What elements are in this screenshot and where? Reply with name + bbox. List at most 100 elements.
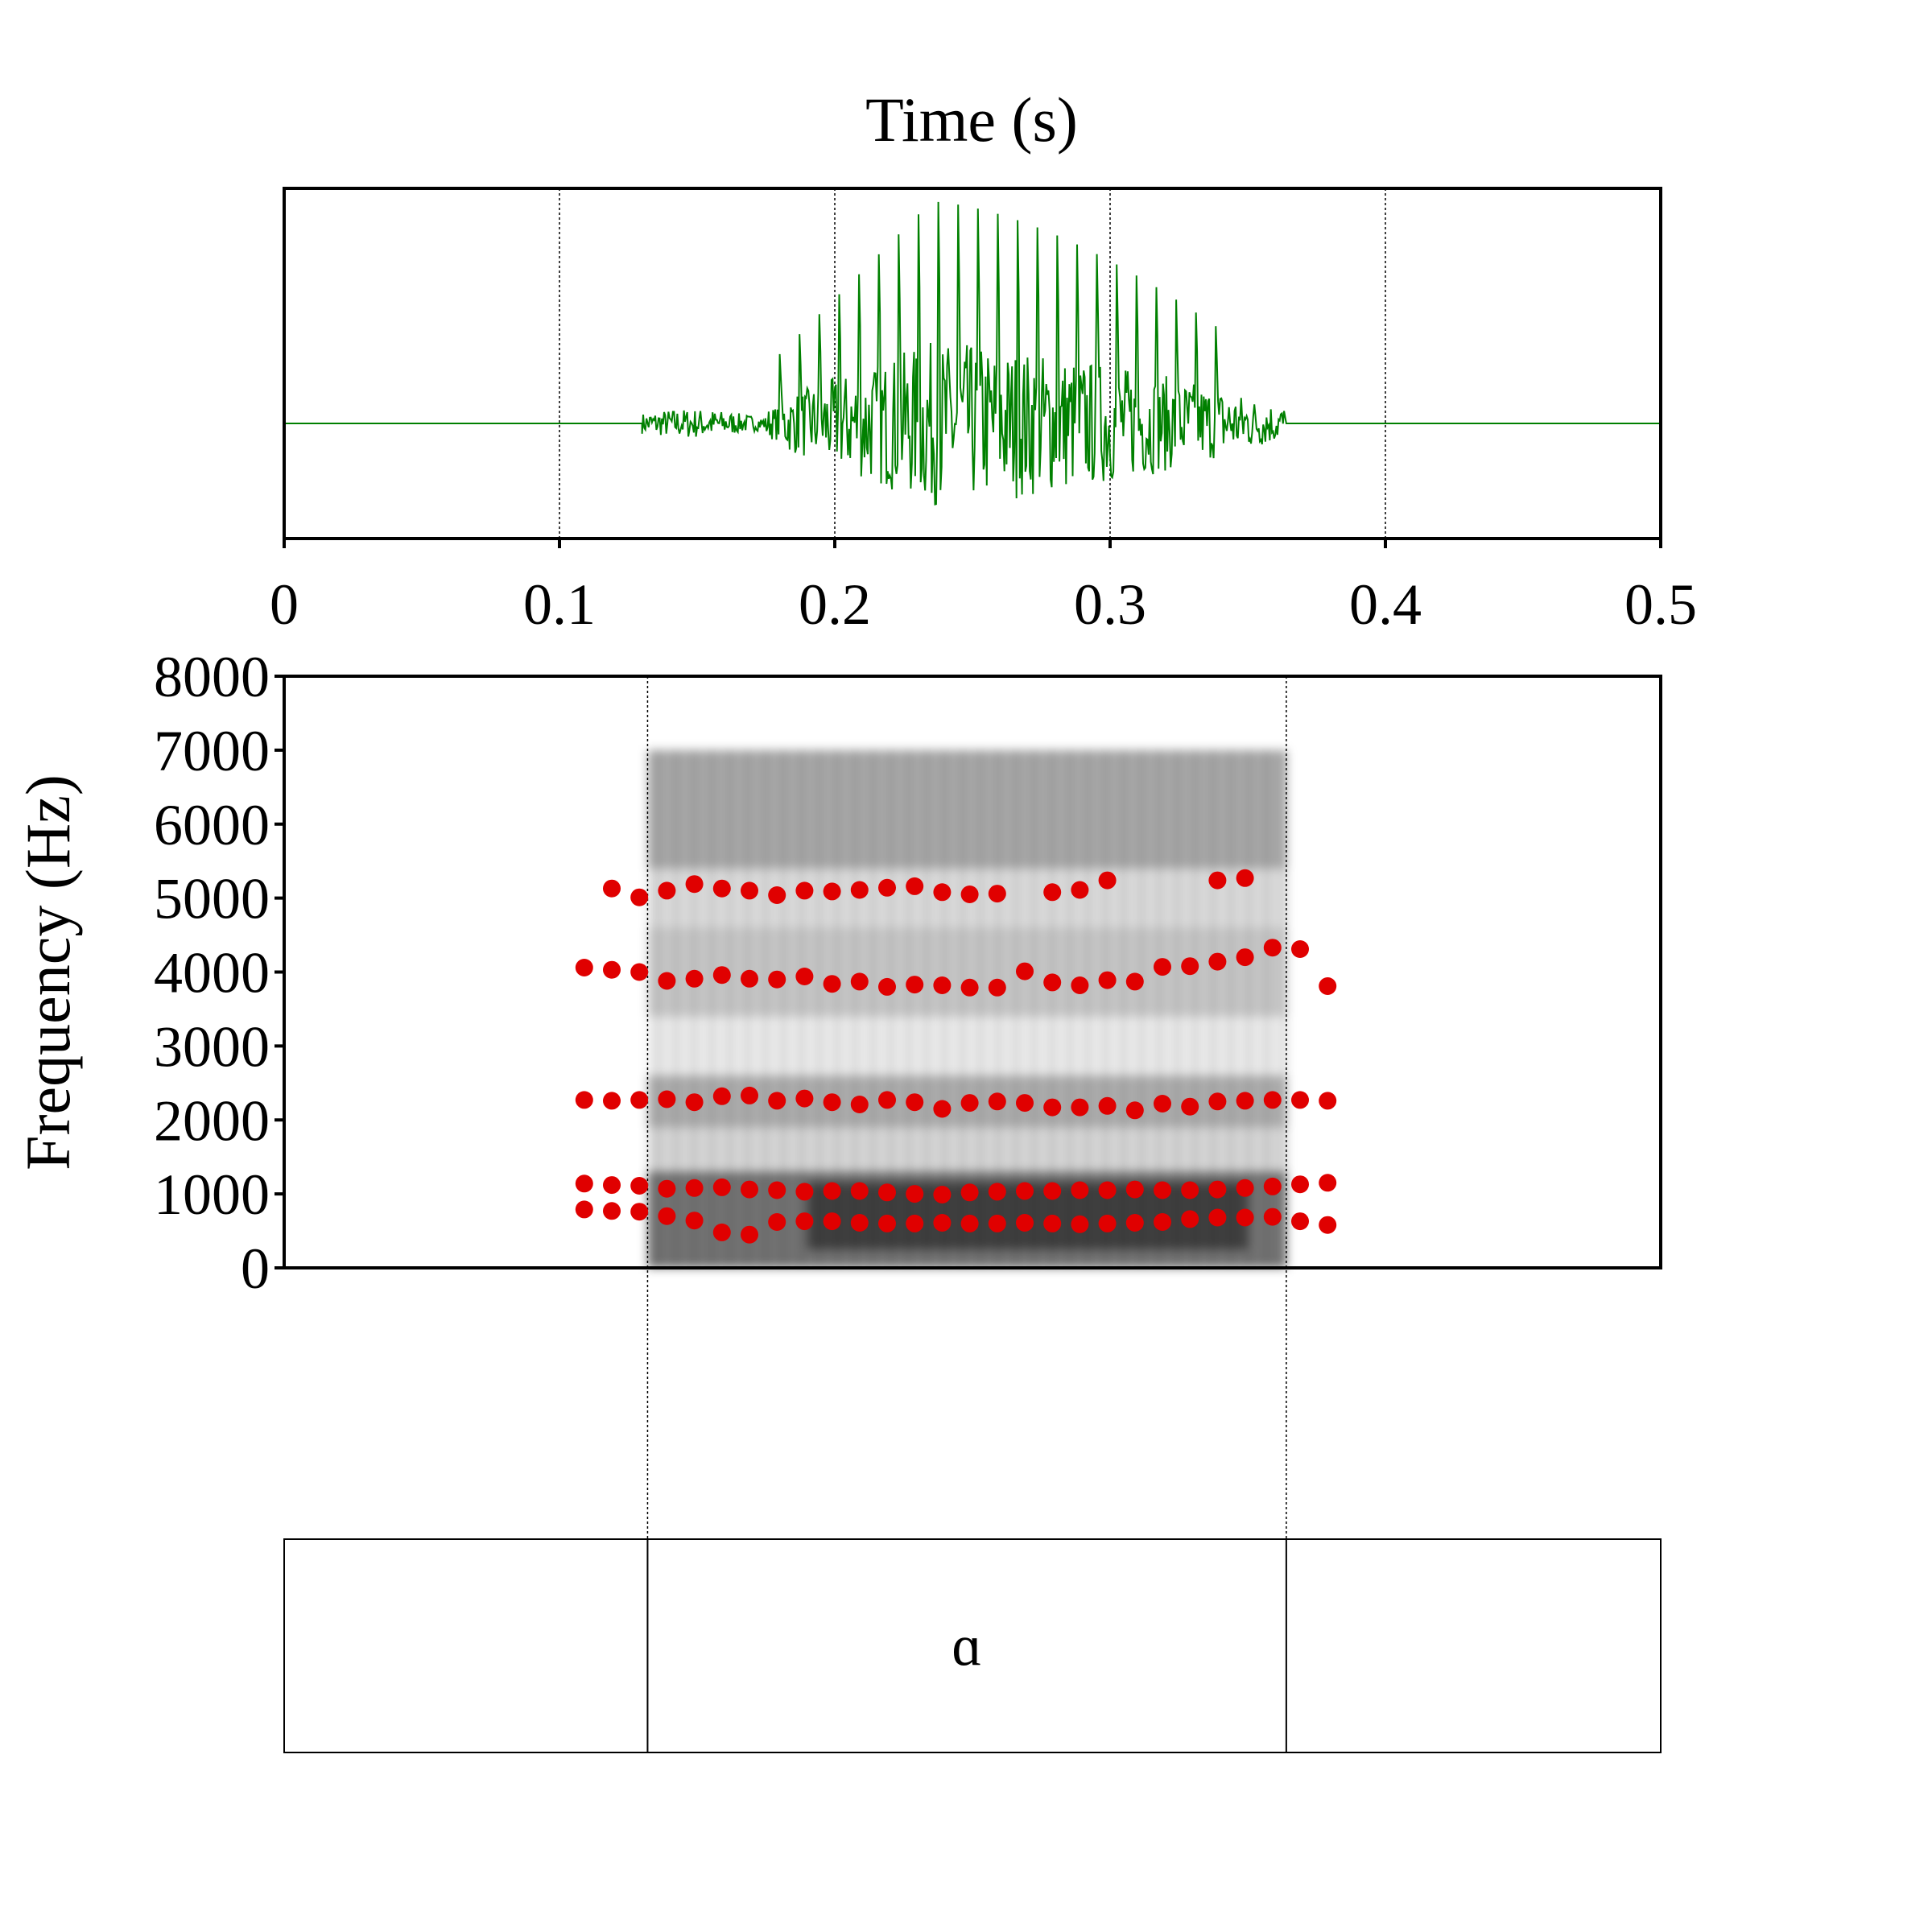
- shade-striation: [655, 749, 661, 1268]
- formant-point-f1: [960, 1214, 979, 1232]
- formant-point-f1: [1208, 1208, 1227, 1227]
- shade-striation: [977, 749, 983, 1268]
- shade-high-band: [647, 749, 1286, 869]
- formant-point-f1: [575, 1200, 593, 1219]
- formant-point-f1: [1263, 1208, 1282, 1226]
- formant-point-f1: [768, 1213, 786, 1231]
- formant-point-f4: [1043, 973, 1062, 992]
- waveform-panel: Time (s) 0 0.1 0.2 0.3 0.4 0.5: [270, 85, 1697, 637]
- shade-striation: [960, 749, 965, 1268]
- formant-point-f3: [933, 1100, 952, 1118]
- formant-point-f3: [906, 1093, 924, 1112]
- formant-point-f2: [575, 1174, 593, 1193]
- shade-mid-band: [647, 1127, 1286, 1172]
- shade-striation: [1174, 749, 1180, 1268]
- formant-point-f2: [795, 1183, 814, 1201]
- formant-point-f5: [823, 882, 841, 901]
- formant-point-f2: [1263, 1177, 1282, 1195]
- formant-point-f4: [1125, 972, 1144, 991]
- formant-point-f4: [1181, 957, 1199, 976]
- formant-point-f5: [712, 879, 731, 898]
- formant-point-f3: [1208, 1092, 1227, 1111]
- shade-striation: [799, 749, 804, 1268]
- waveform-gridlines: [559, 188, 1386, 539]
- shade-striation: [1138, 749, 1144, 1268]
- formant-point-f1: [1181, 1210, 1199, 1228]
- formant-point-f3: [1154, 1095, 1171, 1113]
- formant-point-f1: [685, 1212, 704, 1230]
- formant-point-f2: [988, 1183, 1006, 1201]
- shade-striation: [1282, 749, 1287, 1268]
- formant-point-f2: [1098, 1181, 1117, 1199]
- formant-point-f1: [630, 1203, 649, 1221]
- formant-point-f4: [988, 978, 1006, 997]
- formant-point-f1: [658, 1207, 676, 1225]
- formant-point-f1: [1043, 1214, 1062, 1232]
- formant-point-f3: [988, 1092, 1006, 1111]
- formant-point-f4: [685, 969, 704, 988]
- shade-striation: [924, 749, 930, 1268]
- spectrogram-panel: 0 1000 2000 3000 4000 5000 6000 7000 8000 Freque…: [13, 645, 1662, 1539]
- formant-point-f1: [1125, 1214, 1144, 1232]
- formant-point-f3: [741, 1086, 758, 1104]
- y-tick-label: 0: [241, 1236, 270, 1301]
- shade-striation: [996, 749, 1001, 1268]
- formant-point-f5: [988, 885, 1006, 903]
- formant-point-f3: [1263, 1091, 1282, 1109]
- formant-point-f1: [823, 1212, 841, 1231]
- waveform-frame: [283, 187, 1662, 540]
- formant-point-f1: [878, 1214, 896, 1232]
- shade-striation: [1228, 749, 1234, 1268]
- shade-striation: [942, 749, 947, 1268]
- formant-point-f5: [906, 877, 924, 895]
- formant-point-f2: [1071, 1181, 1089, 1199]
- shade-striation: [1264, 749, 1269, 1268]
- shade-striation: [1049, 749, 1055, 1268]
- formant-point-f2: [1125, 1180, 1144, 1199]
- formant-point-f1: [933, 1214, 952, 1232]
- shade-striation: [1246, 749, 1252, 1268]
- formant-point-f2: [906, 1185, 924, 1203]
- x-tick-label: 0.4: [1349, 572, 1422, 637]
- formant-point-f4: [603, 960, 621, 979]
- formant-point-f4: [575, 959, 593, 976]
- formant-point-f5: [960, 886, 979, 903]
- formant-point-f4: [823, 975, 841, 993]
- formant-point-f4: [1016, 962, 1034, 980]
- formant-point-f3: [823, 1093, 841, 1112]
- formant-point-f2: [741, 1180, 758, 1199]
- formant-point-f4: [878, 977, 896, 996]
- formant-point-f2: [850, 1182, 869, 1200]
- formant-point-f1: [906, 1214, 924, 1232]
- formant-point-f2: [878, 1183, 896, 1202]
- formant-point-f3: [1043, 1098, 1062, 1117]
- formant-point-f2: [768, 1181, 786, 1199]
- formant-point-f3: [1319, 1092, 1337, 1110]
- y-tick-label: 7000: [154, 719, 270, 783]
- formant-point-f4: [630, 963, 649, 981]
- formant-point-f4: [1071, 976, 1089, 994]
- shade-striation: [691, 749, 697, 1268]
- textgrid-tier: ɑ: [283, 1538, 1662, 1753]
- formant-point-f1: [741, 1225, 758, 1244]
- shade-gap-band: [647, 1016, 1286, 1076]
- formant-point-f4: [850, 972, 869, 991]
- formant-point-f3: [603, 1092, 621, 1110]
- shade-striation: [852, 749, 858, 1268]
- formant-point-f4: [712, 966, 731, 985]
- formant-point-f5: [1208, 871, 1227, 890]
- x-tick-label: 0.1: [523, 572, 596, 637]
- formant-point-f2: [1291, 1175, 1309, 1194]
- formant-point-f4: [658, 972, 676, 990]
- shade-striation: [835, 749, 840, 1268]
- shade-striation: [727, 749, 733, 1268]
- formant-tracks: [575, 869, 1337, 1244]
- shade-striation: [1157, 749, 1162, 1268]
- y-tick-label: 2000: [154, 1088, 270, 1153]
- formant-point-f1: [850, 1214, 869, 1232]
- formant-point-f3: [1071, 1098, 1089, 1117]
- formant-point-f4: [1098, 971, 1117, 989]
- formant-point-f1: [1071, 1215, 1089, 1233]
- shade-striation: [816, 749, 822, 1268]
- shade-striation: [673, 749, 679, 1268]
